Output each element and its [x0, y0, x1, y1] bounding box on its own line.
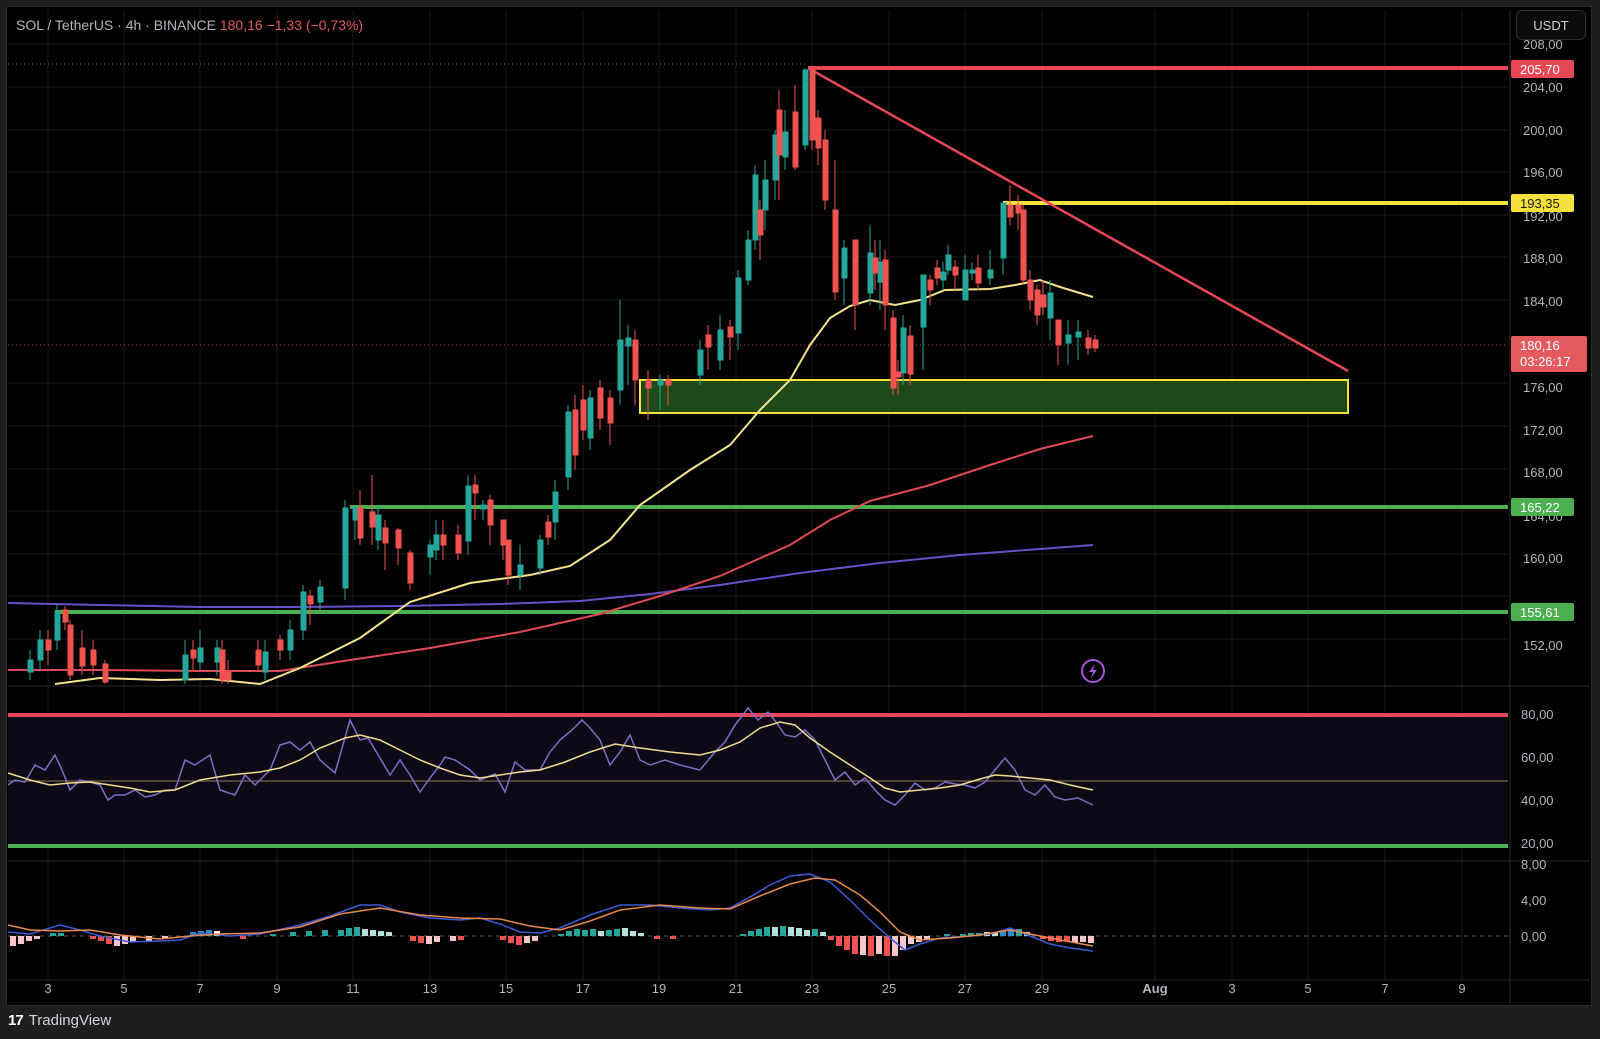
svg-text:0,00: 0,00	[1521, 929, 1546, 944]
price-tag-155-61: 155,61	[1511, 603, 1574, 621]
ema-fast-line	[54, 278, 1094, 686]
support-zone[interactable]	[639, 379, 1349, 414]
svg-text:11: 11	[346, 981, 360, 996]
macd-signal-line	[7, 877, 1094, 947]
price-change: −1,33 (−0,73%)	[266, 17, 364, 33]
svg-text:60,00: 60,00	[1521, 750, 1554, 765]
svg-text:19: 19	[652, 981, 666, 996]
svg-text:205,70: 205,70	[1520, 62, 1560, 77]
svg-text:4,00: 4,00	[1521, 893, 1546, 908]
tradingview-logo-icon: 17	[8, 1012, 24, 1029]
svg-text:180,16: 180,16	[1520, 338, 1560, 353]
descending-trendline[interactable]	[807, 66, 1349, 373]
rsi-axis[interactable]: 80,00 60,00 40,00 20,00	[1521, 707, 1554, 851]
alert-lightning-icon[interactable]	[1081, 659, 1105, 683]
svg-text:208,00: 208,00	[1523, 37, 1563, 52]
svg-text:176,00: 176,00	[1523, 380, 1563, 395]
svg-text:5: 5	[120, 981, 127, 996]
svg-text:40,00: 40,00	[1521, 793, 1554, 808]
svg-text:27: 27	[958, 981, 972, 996]
price-tag-193-35: 193,35	[1511, 194, 1574, 212]
svg-text:7: 7	[196, 981, 203, 996]
svg-text:168,00: 168,00	[1523, 465, 1563, 480]
svg-text:193,35: 193,35	[1520, 196, 1560, 211]
time-axis[interactable]: 3 5 7 9 11 13 15 17 19 21 23 25 27 29 Au…	[44, 981, 1465, 996]
svg-text:80,00: 80,00	[1521, 707, 1554, 722]
svg-text:188,00: 188,00	[1523, 251, 1563, 266]
svg-text:5: 5	[1304, 981, 1311, 996]
svg-text:155,61: 155,61	[1520, 605, 1560, 620]
tradingview-brand-label: TradingView	[28, 1012, 112, 1029]
svg-text:21: 21	[729, 981, 743, 996]
macd-axis[interactable]: 8,00 4,00 0,00	[1521, 857, 1546, 944]
svg-text:8,00: 8,00	[1521, 857, 1546, 872]
svg-text:160,00: 160,00	[1523, 551, 1563, 566]
candlesticks	[27, 68, 1099, 684]
symbol-info[interactable]: SOL / TetherUS · 4h · BINANCE	[16, 17, 216, 33]
svg-text:15: 15	[499, 981, 513, 996]
svg-text:192,00: 192,00	[1523, 209, 1563, 224]
last-price-tag: 180,16 03:26:17	[1511, 336, 1587, 372]
ema-slow-line	[7, 544, 1094, 608]
price-tag-205-70: 205,70	[1511, 60, 1574, 78]
svg-text:Aug: Aug	[1142, 981, 1167, 996]
svg-text:196,00: 196,00	[1523, 165, 1563, 180]
svg-text:25: 25	[882, 981, 896, 996]
svg-text:3: 3	[44, 981, 51, 996]
svg-text:9: 9	[273, 981, 280, 996]
price-axis[interactable]: 208,00 204,00 200,00 196,00 192,00 188,0…	[1523, 37, 1563, 653]
symbol-header[interactable]: SOL / TetherUS · 4h · BINANCE 180,16 −1,…	[16, 17, 363, 33]
currency-button[interactable]: USDT	[1516, 10, 1586, 40]
svg-text:7: 7	[1381, 981, 1388, 996]
ema-mid-line	[8, 435, 1094, 672]
svg-text:184,00: 184,00	[1523, 294, 1563, 309]
svg-text:23: 23	[805, 981, 819, 996]
svg-text:200,00: 200,00	[1523, 123, 1563, 138]
grid	[8, 10, 1508, 980]
price-tag-165-22: 165,22	[1511, 498, 1574, 516]
svg-text:3: 3	[1228, 981, 1235, 996]
svg-text:172,00: 172,00	[1523, 423, 1563, 438]
rsi-ma-line	[7, 721, 1094, 793]
svg-text:165,22: 165,22	[1520, 500, 1560, 515]
svg-text:03:26:17: 03:26:17	[1520, 354, 1571, 369]
svg-text:17: 17	[576, 981, 590, 996]
svg-text:152,00: 152,00	[1523, 638, 1563, 653]
svg-text:29: 29	[1035, 981, 1049, 996]
svg-text:204,00: 204,00	[1523, 80, 1563, 95]
last-price: 180,16	[219, 17, 263, 33]
svg-text:20,00: 20,00	[1521, 836, 1554, 851]
tradingview-branding[interactable]: 17 TradingView	[8, 1012, 111, 1029]
svg-text:9: 9	[1458, 981, 1465, 996]
svg-text:13: 13	[423, 981, 437, 996]
